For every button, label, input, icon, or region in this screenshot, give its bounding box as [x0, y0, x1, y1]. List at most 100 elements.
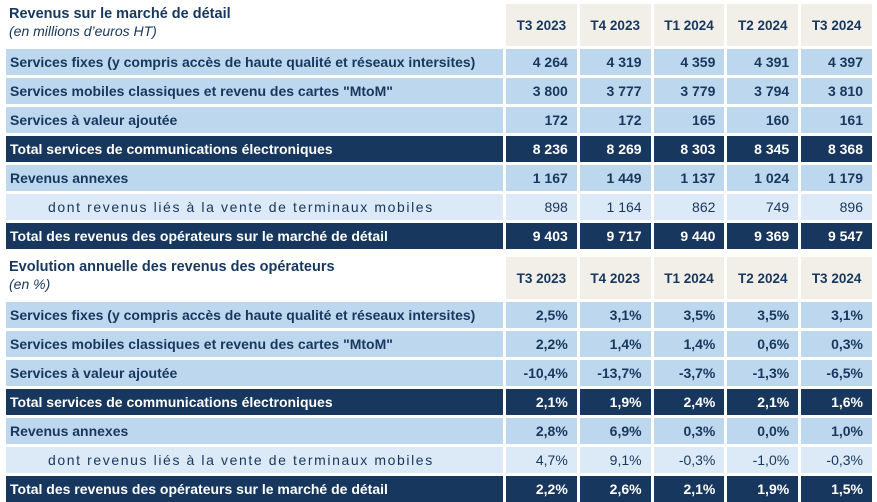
value-cell: 8 303	[653, 136, 725, 162]
table1-col-header-t3-2024: T3 2024	[801, 4, 872, 46]
annual-evolution-table: Evolution annuelle des revenus des opéra…	[6, 257, 872, 502]
row-label-services-fixes: Services fixes (y compris accès de haute…	[6, 302, 503, 328]
value-cell: 3,5%	[653, 302, 725, 328]
value-cell: 9 547	[801, 223, 872, 249]
value-cell: 9 369	[727, 223, 799, 249]
value-cell: 1,0%	[801, 418, 872, 444]
value-cell: 2,6%	[579, 476, 651, 502]
value-cell: 1 179	[801, 165, 872, 191]
table2-subtitle: (en %)	[9, 276, 51, 292]
value-cell: 9 717	[579, 223, 651, 249]
value-cell: 0,6%	[727, 331, 799, 357]
value-cell: 1 167	[506, 165, 577, 191]
value-cell: 0,3%	[653, 418, 725, 444]
row-label-revenus-annexes: Revenus annexes	[6, 418, 503, 444]
row-label-total-services: Total services de communications électro…	[6, 389, 503, 415]
table1-col-header-t3-2023: T3 2023	[506, 4, 577, 46]
value-cell: 0,3%	[801, 331, 872, 357]
table1-col-header-t4-2023: T4 2023	[579, 4, 651, 46]
value-cell: -10,4%	[506, 360, 577, 386]
value-cell: 172	[506, 107, 577, 133]
row-label-services-fixes: Services fixes (y compris accès de haute…	[6, 49, 503, 75]
value-cell: 161	[801, 107, 872, 133]
table1-title: Revenus sur le marché de détail	[9, 6, 231, 22]
row-label-total-revenus: Total des revenus des opérateurs sur le …	[6, 223, 503, 249]
value-cell: 1,6%	[801, 389, 872, 415]
value-cell: -1,0%	[727, 447, 799, 473]
value-cell: 749	[727, 194, 799, 220]
value-cell: -13,7%	[579, 360, 651, 386]
value-cell: 172	[579, 107, 651, 133]
value-cell: 3,1%	[579, 302, 651, 328]
value-cell: -0,3%	[801, 447, 872, 473]
row-label-services-valeur-ajoutee: Services à valeur ajoutée	[6, 360, 503, 386]
value-cell: 3 800	[506, 78, 577, 104]
table2-col-header-t1-2024: T1 2024	[653, 257, 725, 299]
value-cell: -6,5%	[801, 360, 872, 386]
row-label-dont-terminaux: dont revenus liés à la vente de terminau…	[6, 194, 503, 220]
value-cell: 1,9%	[727, 476, 799, 502]
table2-title-cell: Evolution annuelle des revenus des opéra…	[6, 257, 503, 299]
row-label-services-valeur-ajoutee: Services à valeur ajoutée	[6, 107, 503, 133]
value-cell: 4,7%	[506, 447, 577, 473]
value-cell: -0,3%	[653, 447, 725, 473]
value-cell: 8 345	[727, 136, 799, 162]
value-cell: 4 397	[801, 49, 872, 75]
value-cell: 4 319	[579, 49, 651, 75]
value-cell: 898	[506, 194, 577, 220]
value-cell: 1 164	[579, 194, 651, 220]
value-cell: 1,5%	[801, 476, 872, 502]
table2-title: Evolution annuelle des revenus des opéra…	[9, 259, 335, 275]
table1-col-header-t2-2024: T2 2024	[727, 4, 799, 46]
value-cell: 3 777	[579, 78, 651, 104]
value-cell: -1,3%	[727, 360, 799, 386]
value-cell: 8 236	[506, 136, 577, 162]
value-cell: 2,5%	[506, 302, 577, 328]
table2-col-header-t4-2023: T4 2023	[579, 257, 651, 299]
value-cell: 8 368	[801, 136, 872, 162]
value-cell: 3 794	[727, 78, 799, 104]
value-cell: 3,5%	[727, 302, 799, 328]
value-cell: 2,8%	[506, 418, 577, 444]
value-cell: 1 449	[579, 165, 651, 191]
value-cell: 862	[653, 194, 725, 220]
table1-title-cell: Revenus sur le marché de détail (en mill…	[6, 4, 503, 46]
value-cell: 2,4%	[653, 389, 725, 415]
value-cell: 3 779	[653, 78, 725, 104]
value-cell: 2,2%	[506, 476, 577, 502]
table2-col-header-t3-2023: T3 2023	[506, 257, 577, 299]
row-label-total-revenus: Total des revenus des opérateurs sur le …	[6, 476, 503, 502]
value-cell: 2,1%	[653, 476, 725, 502]
value-cell: 0,0%	[727, 418, 799, 444]
value-cell: 3 810	[801, 78, 872, 104]
value-cell: 160	[727, 107, 799, 133]
table1-col-header-t1-2024: T1 2024	[653, 4, 725, 46]
value-cell: 9 440	[653, 223, 725, 249]
value-cell: 896	[801, 194, 872, 220]
row-label-services-mobiles: Services mobiles classiques et revenu de…	[6, 331, 503, 357]
value-cell: 1,4%	[653, 331, 725, 357]
value-cell: 2,1%	[506, 389, 577, 415]
retail-revenue-table: Revenus sur le marché de détail (en mill…	[6, 4, 872, 249]
value-cell: 8 269	[579, 136, 651, 162]
value-cell: 2,2%	[506, 331, 577, 357]
row-label-dont-terminaux: dont revenus liés à la vente de terminau…	[6, 447, 503, 473]
value-cell: 1 137	[653, 165, 725, 191]
value-cell: 6,9%	[579, 418, 651, 444]
value-cell: 1,9%	[579, 389, 651, 415]
value-cell: 4 391	[727, 49, 799, 75]
value-cell: -3,7%	[653, 360, 725, 386]
value-cell: 9 403	[506, 223, 577, 249]
value-cell: 4 359	[653, 49, 725, 75]
value-cell: 4 264	[506, 49, 577, 75]
value-cell: 1,4%	[579, 331, 651, 357]
table2-col-header-t2-2024: T2 2024	[727, 257, 799, 299]
table2-col-header-t3-2024: T3 2024	[801, 257, 872, 299]
row-label-total-services: Total services de communications électro…	[6, 136, 503, 162]
row-label-revenus-annexes: Revenus annexes	[6, 165, 503, 191]
value-cell: 3,1%	[801, 302, 872, 328]
value-cell: 2,1%	[727, 389, 799, 415]
table1-subtitle: (en millions d’euros HT)	[9, 23, 157, 39]
row-label-services-mobiles: Services mobiles classiques et revenu de…	[6, 78, 503, 104]
